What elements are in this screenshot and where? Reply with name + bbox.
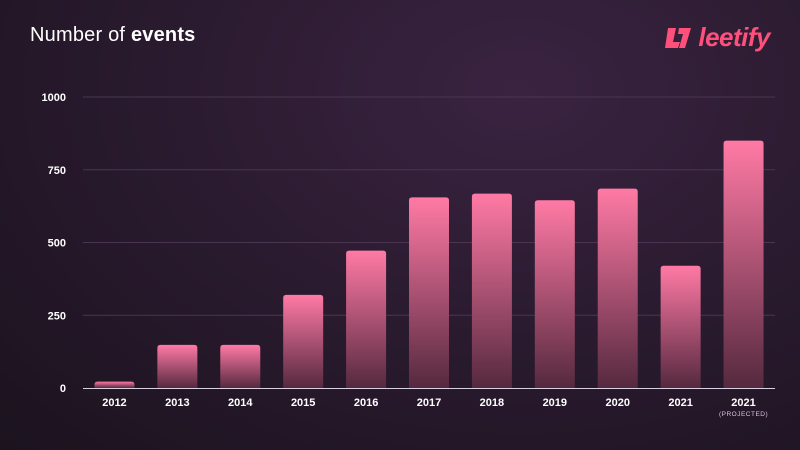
y-axis-ticks: 0 250 500 750 1000 <box>42 92 66 395</box>
y-tick-label: 750 <box>48 165 66 177</box>
chart-title: Number of events <box>30 24 196 47</box>
x-tick-label: 2016 <box>354 397 378 409</box>
y-tick-label: 1000 <box>42 92 66 104</box>
bar <box>220 344 261 388</box>
brand-name: leetify <box>698 22 770 52</box>
x-tick-label: 2019 <box>543 397 567 409</box>
y-tick-label: 0 <box>60 383 66 395</box>
x-axis-ticks: 2012 2013 2014 2015 2016 2017 2018 2019 2020 2021… <box>102 397 768 418</box>
bar <box>283 294 324 388</box>
bar <box>94 381 135 388</box>
chart-title-regular: Number of <box>30 24 126 46</box>
bars <box>94 140 764 388</box>
bar <box>157 344 198 388</box>
x-tick-label: 2018 <box>480 397 504 409</box>
brand-logo: leetify <box>664 22 770 53</box>
chart-title-bold: events <box>130 24 196 46</box>
x-tick-label: 2013 <box>165 397 189 409</box>
y-tick-label: 500 <box>48 238 66 250</box>
bar <box>346 250 387 388</box>
x-tick-label: 2014 <box>228 397 253 409</box>
x-tick-label: 2012 <box>102 397 126 409</box>
bar <box>597 188 638 388</box>
bar <box>409 197 449 388</box>
x-tick-label: 2021 <box>668 397 692 409</box>
x-tick-label: 2021 <box>731 397 755 409</box>
y-tick-label: 250 <box>48 310 66 322</box>
x-tick-label: 2015 <box>291 397 315 409</box>
bar <box>471 193 512 388</box>
x-tick-label: 2017 <box>417 397 441 409</box>
x-tick-label: 2020 <box>605 397 629 409</box>
bar <box>660 265 701 388</box>
bar <box>534 200 575 388</box>
x-tick-sublabel: (PROJECTED) <box>719 411 768 418</box>
leetify-logo-icon <box>665 27 692 48</box>
bar <box>723 140 764 388</box>
grid-lines <box>83 96 775 316</box>
